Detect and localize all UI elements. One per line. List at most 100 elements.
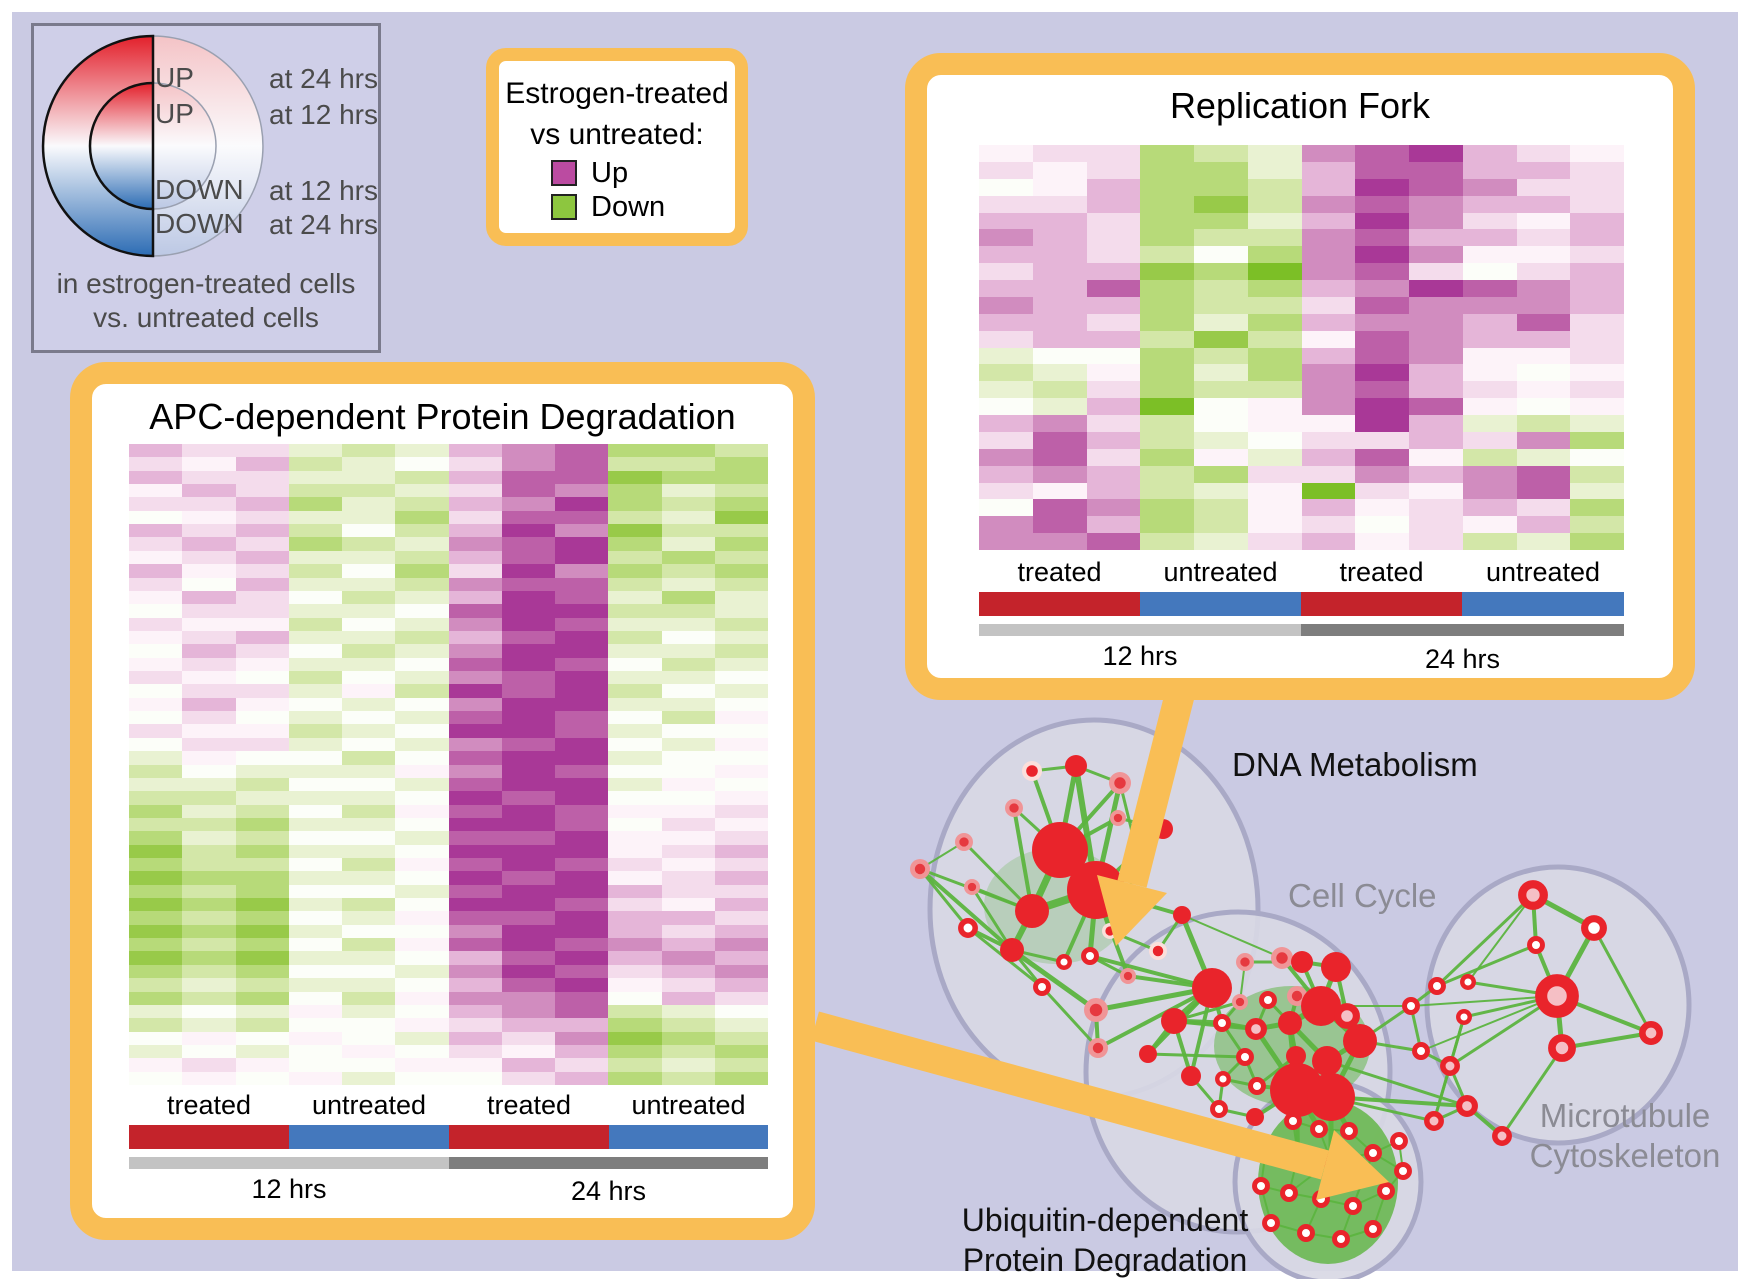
ring-legend-circles <box>41 34 264 258</box>
heatmap-cell <box>182 764 236 778</box>
heatmap-cell <box>129 817 183 832</box>
heatmap-cell <box>288 657 342 672</box>
heatmap-cell <box>235 604 289 618</box>
heatmap-cell <box>1086 296 1141 314</box>
network-node-solid <box>1321 952 1351 982</box>
heatmap-cell <box>129 884 183 899</box>
heatmap-cell <box>1516 195 1571 213</box>
heatmap-cell <box>608 617 662 631</box>
heatmap-cell <box>608 764 662 778</box>
heatmap-cell <box>661 871 715 885</box>
heatmap-cell <box>1301 347 1356 365</box>
heatmap-cell <box>555 938 609 952</box>
network-node-ring <box>1390 1132 1408 1150</box>
heatmap-cell <box>395 898 449 912</box>
heatmap-cell <box>1140 431 1194 449</box>
heatmap-cell <box>395 724 449 738</box>
network-node-salmon-core <box>1113 813 1123 823</box>
heatmap-cell <box>235 657 289 672</box>
network-node-ring <box>1456 1009 1472 1025</box>
heatmap-cell <box>1301 516 1356 534</box>
network-node-solid <box>1301 986 1341 1026</box>
heatmap-cell <box>1301 482 1356 500</box>
heatmap-cell <box>395 764 449 778</box>
heatmap-cell <box>714 804 768 818</box>
heatmap-cell <box>288 484 342 498</box>
heatmap-cell <box>448 604 502 618</box>
heatmap-cell <box>288 1071 342 1085</box>
ring-label-up12: UP <box>155 98 194 129</box>
heatmap-cell <box>714 1018 768 1032</box>
network-node-salmon-core <box>1114 777 1126 789</box>
heatmap-cell <box>129 791 183 805</box>
heatmap-cell <box>501 844 555 858</box>
heatmap-cell <box>1462 364 1517 382</box>
network-edge <box>1435 943 1538 988</box>
heatmap-cell <box>1140 499 1194 517</box>
heatmap-cell <box>1355 364 1409 382</box>
heatmap-cell <box>1516 296 1571 314</box>
network-node-ring <box>1527 936 1545 954</box>
heatmap-cell <box>1355 296 1409 314</box>
heatmap-cell <box>714 590 768 605</box>
heatmap-cell <box>288 1044 342 1059</box>
heatmap-cell <box>608 898 662 912</box>
heatmap-cell <box>1140 347 1194 365</box>
network-node-ring <box>1364 1220 1382 1238</box>
heatmap-cell <box>714 964 768 979</box>
heatmap-cell <box>1462 448 1517 466</box>
heatmap-cell <box>501 1044 555 1059</box>
heatmap-cell <box>714 1004 768 1019</box>
network-node-solid <box>1291 951 1313 973</box>
heatmap-cell <box>342 1031 396 1045</box>
heatmap-cell <box>555 857 609 872</box>
heatmap-cell <box>342 831 396 845</box>
heatmap-cell <box>661 657 715 672</box>
heatmap-cell <box>342 537 396 551</box>
heatmap-cell <box>182 470 236 485</box>
heatmap-cell <box>288 777 342 792</box>
heatmap-cell <box>129 991 183 1005</box>
network-node-pink <box>1548 1034 1576 1062</box>
heatmap-cell <box>182 1018 236 1032</box>
network-node-solid <box>1312 1046 1342 1076</box>
network-node-pink <box>1639 1021 1663 1045</box>
heatmap-cell <box>608 444 662 458</box>
heatmap-cell <box>501 1071 555 1085</box>
network-node-solid <box>1173 906 1191 924</box>
heatmap-cell <box>661 898 715 912</box>
heatmap-cell <box>448 737 502 752</box>
heatmap-cell <box>608 924 662 939</box>
heatmap-cell <box>501 470 555 485</box>
heatmap-cell <box>1247 145 1302 162</box>
heatmap-cell <box>288 470 342 485</box>
network-node-solid <box>1246 1108 1264 1126</box>
ring-label-up24: UP <box>155 62 194 93</box>
heatmap-cell <box>235 444 289 458</box>
heatmap-cell <box>1140 178 1194 196</box>
network-node-halo-core <box>1152 945 1164 957</box>
heatmap-cell <box>979 465 1033 483</box>
heatmap-cell <box>1140 280 1194 297</box>
heatmap-cell <box>979 482 1033 500</box>
heatmap-cell <box>501 871 555 885</box>
heatmap-cell <box>1570 246 1624 264</box>
heatmap-cell <box>342 764 396 778</box>
heatmap-cell <box>288 1058 342 1072</box>
heatmap-cell <box>1355 482 1409 500</box>
heatmap-cell <box>1462 347 1517 365</box>
heatmap-cell <box>288 938 342 952</box>
network-node-ring <box>1344 1197 1362 1215</box>
heatmap-cell <box>1355 246 1409 264</box>
network-node-solid <box>1032 822 1088 878</box>
heatmap-cell <box>1032 398 1087 415</box>
heatmap-cell <box>501 537 555 551</box>
heatmap-cell <box>1032 448 1087 466</box>
heatmap-cell <box>448 871 502 885</box>
heatmap-cell <box>182 751 236 765</box>
heatmap-cell <box>555 844 609 858</box>
heatmap-cell <box>501 604 555 618</box>
heatmap-cell <box>1247 347 1302 365</box>
heatmap-cell <box>1462 431 1517 449</box>
network-node-salmon-core <box>1123 971 1133 981</box>
